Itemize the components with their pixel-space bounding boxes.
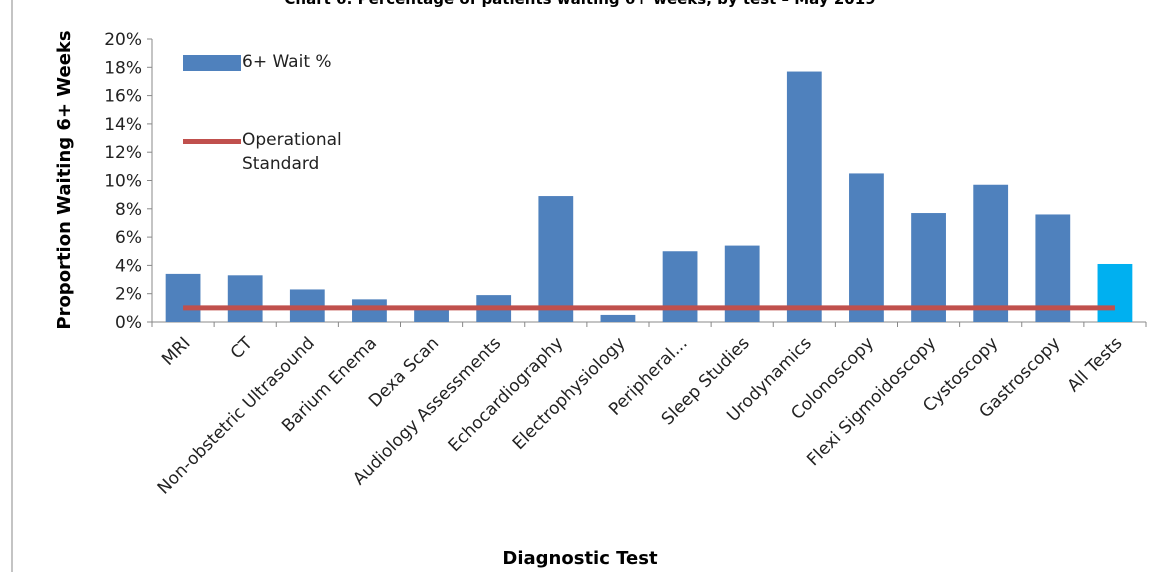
- y-tick-label: 16%: [104, 87, 142, 107]
- bar: [1035, 214, 1071, 322]
- bar: [414, 309, 449, 322]
- bar: [227, 275, 263, 322]
- x-tick-label: All Tests: [1064, 333, 1127, 396]
- y-axis-title: Proportion Waiting 6+ Weeks: [54, 30, 75, 329]
- x-tick-label: CT: [227, 333, 257, 363]
- x-tick-label: MRI: [158, 333, 194, 369]
- bar: [538, 196, 574, 322]
- y-tick-label: 4%: [115, 256, 142, 276]
- legend-label: 6+ Wait %: [242, 52, 332, 72]
- bar: [1097, 263, 1133, 322]
- legend-swatch: [183, 139, 241, 144]
- legend-swatch: [183, 55, 241, 71]
- y-tick-label: 18%: [104, 58, 142, 78]
- x-tick-label: Echocardiography: [445, 333, 568, 456]
- y-tick-label: 14%: [104, 115, 142, 135]
- y-tick-label: 6%: [115, 228, 142, 248]
- bar: [724, 245, 760, 322]
- bar: [973, 184, 1009, 322]
- x-tick-label: Electrophysiology: [509, 333, 630, 454]
- legend-label: Operational Standard: [242, 130, 342, 174]
- bar: [662, 251, 698, 322]
- y-tick-label: 0%: [115, 313, 142, 333]
- y-tick-label: 20%: [104, 30, 142, 50]
- y-tick-label: 2%: [115, 285, 142, 305]
- y-tick-label: 8%: [115, 200, 142, 220]
- bar: [165, 273, 201, 322]
- y-tick-label: 10%: [104, 172, 142, 192]
- bar: [911, 213, 946, 322]
- bar: [352, 299, 387, 322]
- y-tick-label: 12%: [104, 143, 142, 163]
- x-axis-title: Diagnostic Test: [502, 548, 658, 569]
- bar: [786, 71, 822, 322]
- bar: [600, 314, 636, 322]
- chart-title: Chart 6: Percentage of patients waiting …: [284, 0, 875, 8]
- bar: [849, 173, 884, 322]
